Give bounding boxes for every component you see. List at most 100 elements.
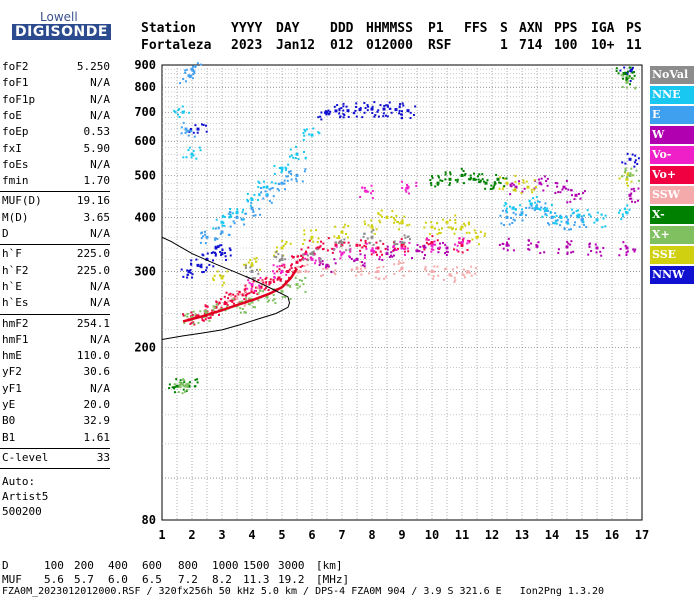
echo-point	[295, 282, 299, 286]
echo-point	[232, 220, 235, 223]
echo-point	[617, 211, 620, 214]
echo-point	[280, 171, 283, 174]
echo-point	[456, 249, 459, 252]
echo-point	[276, 270, 279, 273]
echo-point	[288, 268, 291, 271]
echo-point	[327, 109, 330, 112]
echo-point	[462, 274, 465, 277]
echo-point	[268, 200, 271, 203]
param-key: foEs	[2, 157, 29, 171]
echo-point	[595, 251, 598, 254]
echo-point	[274, 301, 277, 304]
param-row: foEp 0.53	[2, 125, 110, 141]
echo-point	[185, 68, 188, 71]
echo-point	[438, 231, 441, 234]
echo-point	[599, 250, 602, 253]
echo-point	[525, 180, 528, 183]
echo-point	[236, 210, 239, 213]
echo-point	[317, 116, 320, 119]
echo-point	[221, 215, 224, 218]
echo-point	[192, 310, 195, 313]
param-key: hmF2	[2, 316, 29, 330]
echo-point	[514, 180, 517, 183]
echo-point	[186, 385, 189, 388]
header-label: Station	[141, 21, 196, 36]
x-tick-label: 12	[485, 528, 499, 542]
echo-point	[201, 316, 204, 319]
echo-point	[259, 276, 262, 279]
echo-point	[238, 291, 241, 294]
echo-point	[243, 263, 246, 266]
echo-point	[264, 283, 267, 286]
echo-point	[567, 188, 570, 191]
echo-point	[357, 271, 360, 274]
echo-point	[583, 214, 586, 217]
echo-point	[263, 288, 266, 291]
echo-point	[201, 231, 204, 234]
echo-point	[180, 268, 183, 271]
table-d-label: D	[2, 559, 9, 572]
param-key: M(D)	[2, 210, 29, 224]
echo-point	[570, 228, 573, 231]
echo-point	[438, 228, 441, 231]
echo-point	[366, 109, 369, 112]
echo-point	[173, 109, 176, 112]
param-value: 1.70	[83, 174, 111, 188]
echo-point	[507, 237, 510, 240]
echo-point	[402, 274, 405, 277]
echo-point	[484, 181, 488, 185]
echo-point	[204, 312, 207, 315]
echo-point	[430, 250, 433, 253]
echo-point	[279, 279, 282, 282]
echo-point	[628, 173, 632, 177]
echo-point	[272, 299, 275, 302]
echo-point	[381, 258, 384, 261]
x-tick-label: 7	[338, 528, 345, 542]
echo-point	[546, 177, 549, 180]
echo-point	[264, 287, 267, 290]
echo-point	[175, 378, 178, 381]
echo-point	[364, 267, 367, 270]
echo-point	[398, 112, 401, 115]
echo-point	[273, 255, 276, 258]
echo-point	[281, 169, 284, 172]
echo-point	[625, 73, 628, 76]
echo-point	[282, 263, 285, 266]
echo-point	[181, 382, 184, 385]
echo-point	[618, 254, 621, 257]
echo-point	[198, 146, 201, 149]
echo-point	[302, 138, 305, 141]
y-tick-label: 700	[134, 105, 156, 119]
echo-point	[302, 253, 305, 256]
echo-point	[373, 250, 376, 253]
echo-point	[361, 246, 364, 249]
echo-point	[444, 178, 447, 181]
echo-point	[325, 266, 329, 270]
echo-point	[370, 107, 374, 111]
echo-point	[431, 277, 434, 280]
echo-point	[626, 176, 629, 179]
echo-point	[222, 221, 225, 224]
echo-point	[185, 383, 188, 386]
echo-point	[363, 232, 366, 235]
echo-point	[173, 383, 176, 386]
echo-point	[277, 276, 281, 280]
echo-point	[219, 308, 222, 311]
echo-point	[179, 384, 182, 387]
echo-point	[180, 126, 183, 129]
echo-point	[372, 251, 375, 254]
echo-point	[430, 241, 434, 245]
echo-point	[183, 322, 186, 325]
echo-point	[278, 265, 281, 268]
param-row: hmF2 254.1	[2, 317, 110, 333]
echo-point	[569, 243, 572, 246]
echo-point	[250, 197, 253, 200]
param-key: h`Es	[2, 296, 29, 310]
table-muf-unit: [MHz]	[316, 573, 350, 586]
echo-point	[204, 305, 207, 308]
echo-point	[272, 264, 275, 267]
echo-point	[343, 238, 346, 241]
echo-point	[626, 204, 629, 207]
echo-point	[272, 195, 275, 198]
echo-point	[180, 132, 183, 135]
